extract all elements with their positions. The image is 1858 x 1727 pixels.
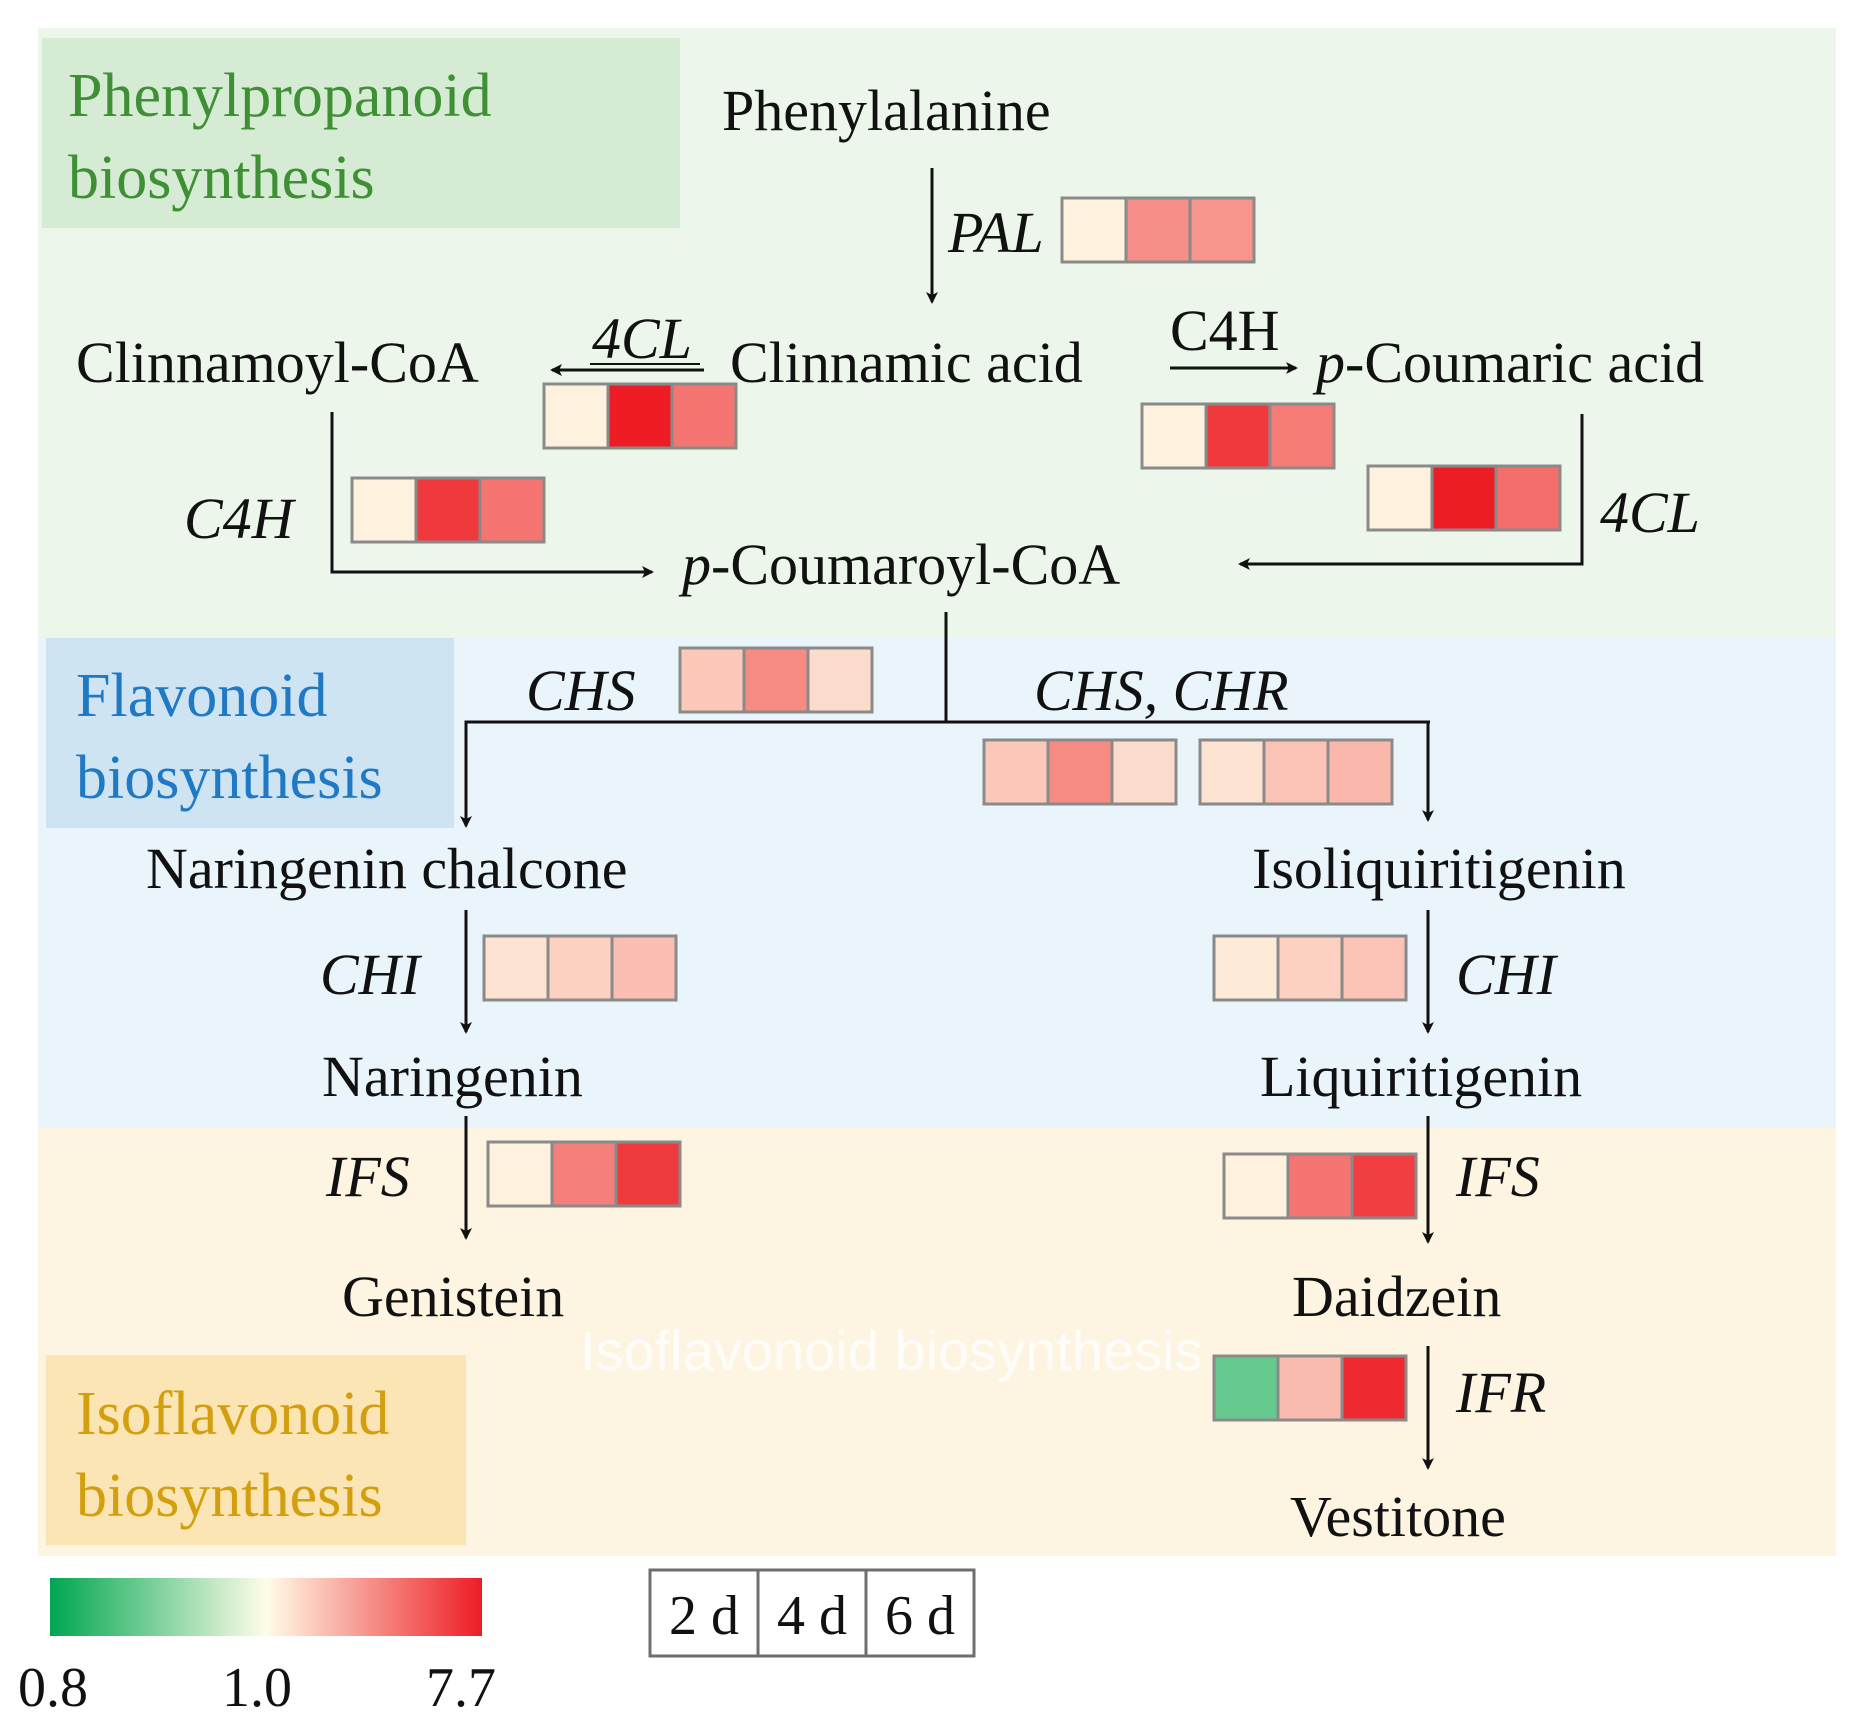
enzyme-ifs-left: IFS (325, 1144, 410, 1209)
enzyme-4cl-left: 4CL (592, 306, 692, 371)
compound-genistein: Genistein (342, 1264, 564, 1329)
phenylpropanoid-label-box (42, 38, 680, 228)
compound-p-coumaric-rest: -Coumaric acid (1345, 330, 1704, 395)
heatmap-cell-pal-1 (1060, 196, 1128, 264)
enzyme-c4h-left: C4H (184, 486, 297, 551)
compound-liquiritigenin: Liquiritigenin (1260, 1044, 1582, 1109)
enzyme-c4h-top: C4H (1170, 298, 1280, 363)
heatmap-cell-chs-1-2 (1046, 738, 1114, 806)
isoflavonoid-label-box (46, 1355, 466, 1545)
compound-p-coumaric-acid: p-Coumaric acid (1312, 330, 1704, 395)
heatmap-cell-chs-1-3 (1110, 738, 1178, 806)
time-legend-cell-6d (864, 1568, 976, 1658)
heatmap-cell-ifs-left-3 (614, 1140, 682, 1208)
time-legend-label-4d: 4 d (777, 1585, 847, 1647)
heatmap-cell-chi-right-1 (1212, 934, 1280, 1002)
heatmap-cell-ifr-3 (1340, 1354, 1408, 1422)
heatmap-cell-c4h-left-1 (350, 476, 418, 544)
heatmap-cell-chi-right-2 (1276, 934, 1344, 1002)
heatmap-cell-chs-2 (742, 646, 810, 714)
heatmap-cell-c4h-left-2 (414, 476, 482, 544)
heatmap-cell-chi-left-3 (610, 934, 678, 1002)
time-legend-label-6d: 6 d (885, 1585, 955, 1647)
heatmap-cell-chi-left-2 (546, 934, 614, 1002)
color-scale-bar (50, 1578, 482, 1636)
heatmap-cell-pal-3 (1188, 196, 1256, 264)
compound-isoliquiritigenin: Isoliquiritigenin (1252, 836, 1626, 901)
heatmap-cell-chi-right-3 (1340, 934, 1408, 1002)
enzyme-chi-right: CHI (1456, 942, 1559, 1007)
compound-clinnamic-acid: Clinnamic acid (730, 330, 1083, 395)
color-scale-min-label: 0.8 (18, 1657, 88, 1719)
heatmap-cell-4cl-right-1 (1366, 464, 1434, 532)
heatmap-cell-ifs-right-2 (1286, 1152, 1354, 1220)
heatmap-cell-pal-2 (1124, 196, 1192, 264)
compound-naringenin: Naringenin (322, 1044, 583, 1109)
enzyme-4cl-right: 4CL (1600, 480, 1700, 545)
color-scale-max-label: 7.7 (426, 1657, 496, 1719)
isoflavonoid-title-line1: Isoflavonoid (76, 1380, 389, 1448)
heatmap-cell-c4h-top-1 (1140, 402, 1208, 470)
heatmap-cell-chi-left-1 (482, 934, 550, 1002)
compound-phenylalanine: Phenylalanine (722, 78, 1051, 143)
heatmap-cell-ifs-right-3 (1350, 1152, 1418, 1220)
heatmap-cell-c4h-top-2 (1204, 402, 1272, 470)
watermark: Isoflavonoid biosynthesis (580, 1319, 1203, 1382)
flavonoid-title-line1: Flavonoid (76, 662, 327, 730)
time-legend-cell-4d (756, 1568, 868, 1658)
flavonoid-label-box (46, 638, 454, 828)
color-scale-mid-label: 1.0 (222, 1657, 292, 1719)
enzyme-ifs-right: IFS (1455, 1144, 1540, 1209)
compound-daidzein: Daidzein (1292, 1264, 1501, 1329)
heatmap-cell-chs-3 (806, 646, 874, 714)
heatmap-cell-4cl-left-1 (542, 382, 610, 450)
heatmap-cell-c4h-left-3 (478, 476, 546, 544)
heatmap-cell-chs-1-1 (982, 738, 1050, 806)
phenylpropanoid-title-line1: Phenylpropanoid (68, 62, 492, 130)
isoflavonoid-title-line2: biosynthesis (76, 1462, 383, 1530)
heatmap-group (350, 196, 1562, 1422)
heatmap-cell-chs-1 (678, 646, 746, 714)
compound-p-coumaric-prefix: p (1312, 330, 1345, 395)
heatmap-cell-chr-3 (1326, 738, 1394, 806)
heatmap-cell-ifr-2 (1276, 1354, 1344, 1422)
compound-naringenin-chalcone: Naringenin chalcone (146, 836, 628, 901)
compound-p-coumaroyl-prefix: p (678, 532, 711, 597)
time-legend-label-2d: 2 d (669, 1585, 739, 1647)
compound-clinnamoyl-coa: Clinnamoyl-CoA (76, 330, 479, 395)
enzyme-chs: CHS (526, 658, 636, 723)
heatmap-cell-ifs-left-2 (550, 1140, 618, 1208)
flavonoid-title-line2: biosynthesis (76, 744, 383, 812)
time-legend: 2 d 4 d 6 d (648, 1568, 976, 1658)
enzyme-chi-left: CHI (320, 942, 423, 1007)
enzyme-pal: PAL (947, 200, 1044, 265)
arrow-4cl-right (1238, 414, 1584, 570)
enzyme-chs-chr: CHS, CHR (1034, 658, 1289, 723)
heatmap-cell-4cl-right-3 (1494, 464, 1562, 532)
compound-p-coumaroyl-coa: p-Coumaroyl-CoA (678, 532, 1120, 597)
heatmap-cell-ifs-right-1 (1222, 1152, 1290, 1220)
heatmap-cell-chr-2 (1262, 738, 1330, 806)
arrow-c4h-left (330, 412, 654, 578)
compound-p-coumaroyl-rest: -Coumaroyl-CoA (711, 532, 1120, 597)
enzyme-ifr: IFR (1455, 1360, 1546, 1425)
heatmap-cell-c4h-top-3 (1268, 402, 1336, 470)
arrow-chs-chr (946, 720, 1434, 822)
compound-vestitone: Vestitone (1290, 1484, 1506, 1549)
heatmap-cell-4cl-right-2 (1430, 464, 1498, 532)
phenylpropanoid-title-line2: biosynthesis (68, 144, 375, 212)
heatmap-cell-4cl-left-3 (670, 382, 738, 450)
heatmap-cell-chr-1 (1198, 738, 1266, 806)
heatmap-cell-4cl-left-2 (606, 382, 674, 450)
heatmap-cell-ifs-left-1 (486, 1140, 554, 1208)
heatmap-cell-ifr-1 (1212, 1354, 1280, 1422)
